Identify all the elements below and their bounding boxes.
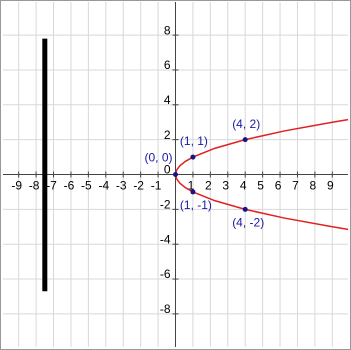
point [190,154,196,160]
point [242,206,248,212]
y-tick-label: 6 [164,58,171,72]
point-label: (1, 1) [180,134,208,148]
x-tick-label: 2 [205,179,212,193]
x-tick-label: 4 [240,179,247,193]
y-tick-label: 4 [164,93,171,107]
x-tick-label: 3 [222,179,229,193]
y-tick-label: 8 [164,23,171,37]
x-tick-label: -4 [98,179,109,193]
curve [174,118,349,175]
y-tick-label: -6 [160,267,171,281]
x-tick-label: -9 [11,179,22,193]
point [190,189,196,195]
curve [174,174,349,231]
point-label: (4, -2) [232,216,264,230]
x-tick-label: -8 [29,179,40,193]
y-tick-label: 2 [164,128,171,142]
y-tick-label: -2 [160,198,171,212]
x-tick-label: 5 [257,179,264,193]
x-tick-label: -7 [46,179,57,193]
x-tick-label: -2 [133,179,144,193]
x-tick-label: 1 [188,179,195,193]
point [173,172,178,177]
x-tick-label: 9 [327,179,334,193]
x-tick-label: 6 [275,179,282,193]
x-tick-label: -3 [116,179,127,193]
point [242,137,248,143]
x-tick-label: 7 [292,179,299,193]
point-label: (0, 0) [144,151,172,165]
x-tick-label: 8 [310,179,317,193]
x-tick-label: -5 [81,179,92,193]
x-tick-label: -6 [64,179,75,193]
point-label: (4, 2) [232,117,260,131]
x-tick-label: -1 [151,179,162,193]
y-tick-label: -4 [160,232,171,246]
y-tick-label: 0 [164,163,171,177]
y-tick-label: -8 [160,302,171,316]
point-label: (1, -1) [180,198,212,212]
